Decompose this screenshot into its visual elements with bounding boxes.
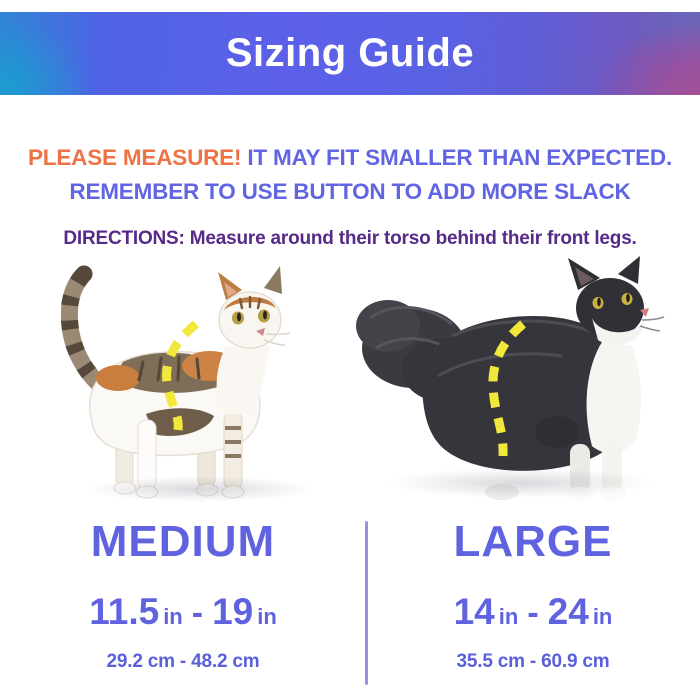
notice-line1-text: IT MAY FIT SMALLER THAN EXPECTED. xyxy=(241,145,672,170)
size-name-medium: MEDIUM xyxy=(90,517,276,566)
cat-leg xyxy=(570,444,590,492)
size-min: 11.5 xyxy=(89,591,160,632)
notice-line-1: PLEASE MEASURE! IT MAY FIT SMALLER THAN … xyxy=(0,141,700,175)
size-range-in-large: 14 in -24 in xyxy=(366,591,700,633)
cat-paw xyxy=(113,481,137,495)
cat-leg-stripes xyxy=(225,426,241,458)
cat-chest xyxy=(216,346,270,414)
cat-paw xyxy=(195,483,219,497)
cat-stripes xyxy=(137,355,201,382)
cat-nose xyxy=(640,308,649,317)
size-column-large: LARGE 14 in -24 in 35.5 cm - 60.9 cm xyxy=(366,505,700,673)
page-title: Sizing Guide xyxy=(225,31,475,75)
cat-shadow xyxy=(385,468,655,498)
measure-notice: PLEASE MEASURE! IT MAY FIT SMALLER THAN … xyxy=(0,141,700,209)
cat-ear-inner xyxy=(224,282,237,297)
size-min: 14 xyxy=(453,591,495,632)
notice-emphasis: PLEASE MEASURE! xyxy=(27,145,242,170)
cat-chest xyxy=(586,342,641,454)
cat-forehead-stripes xyxy=(238,295,262,310)
directions-text: Measure around their torso behind their … xyxy=(184,228,637,249)
cat-pupil xyxy=(263,310,267,320)
cat-leg-patch xyxy=(535,416,579,448)
cat-paw xyxy=(567,487,593,501)
unit-label: in xyxy=(592,604,613,629)
cat-pupil xyxy=(626,293,630,303)
cat-orange-patch xyxy=(96,365,140,391)
unit-label: in xyxy=(257,604,277,629)
cat-pupil xyxy=(237,312,241,322)
directions-label: DIRECTIONS: xyxy=(63,228,185,249)
cat-ear-inner xyxy=(575,267,594,286)
cat-head xyxy=(576,278,644,338)
cat-pupil xyxy=(597,297,601,307)
range-separator: - xyxy=(527,594,539,632)
cat-nose xyxy=(256,328,265,336)
cat-paw xyxy=(485,484,519,500)
notice-line-2: REMEMBER TO USE BUTTON TO ADD MORE SLACK xyxy=(69,179,631,204)
cat-whiskers xyxy=(263,332,291,346)
size-range-in-medium: 11.5 in -19 in xyxy=(0,591,366,633)
directions-line: DIRECTIONS: Measure around their torso b… xyxy=(0,228,700,250)
size-column-medium: MEDIUM 11.5 in -19 in 29.2 cm - 48.2 cm xyxy=(0,505,366,673)
size-max: 19 xyxy=(212,591,254,632)
cat-forehead-patch xyxy=(224,296,276,310)
cat-paw xyxy=(221,485,245,499)
cat-head xyxy=(218,291,282,349)
size-name-large: LARGE xyxy=(453,517,613,566)
cat-paw xyxy=(135,485,159,499)
range-separator: - xyxy=(191,594,204,632)
large-tuxedo-cat-image xyxy=(356,256,665,501)
unit-label: in xyxy=(498,604,519,629)
cat-fur-highlight xyxy=(437,319,593,378)
cat-body xyxy=(422,316,633,471)
cat-tail-tip xyxy=(75,265,93,283)
cat-tail-stripes xyxy=(60,267,112,397)
cat-ear xyxy=(218,272,242,300)
size-max: 24 xyxy=(547,591,589,632)
cat-ear xyxy=(264,266,282,294)
column-divider xyxy=(365,521,368,685)
cat-ear xyxy=(618,256,640,284)
cat-leg xyxy=(602,440,622,492)
cat-shadow xyxy=(85,476,315,502)
cat-paw xyxy=(600,487,626,501)
size-range-cm-medium: 29.2 cm - 48.2 cm xyxy=(106,651,260,672)
unit-label: in xyxy=(163,604,183,629)
header-banner: Sizing Guide xyxy=(0,12,700,95)
medium-calico-cat-image xyxy=(60,265,291,499)
cat-whiskers xyxy=(639,316,665,332)
size-table: MEDIUM 11.5 in -19 in 29.2 cm - 48.2 cm LAR… xyxy=(0,505,700,700)
size-range-cm-large: 35.5 cm - 60.9 cm xyxy=(456,651,610,672)
cat-muzzle xyxy=(592,318,646,346)
